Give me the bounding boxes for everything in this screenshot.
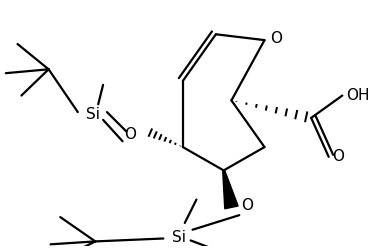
Text: O: O — [241, 198, 253, 213]
Text: Si: Si — [86, 106, 100, 122]
Text: OH: OH — [346, 88, 370, 103]
Text: O: O — [124, 127, 136, 142]
Text: Si: Si — [172, 230, 186, 245]
Text: O: O — [270, 31, 282, 46]
Polygon shape — [223, 170, 238, 209]
Text: O: O — [333, 149, 344, 164]
